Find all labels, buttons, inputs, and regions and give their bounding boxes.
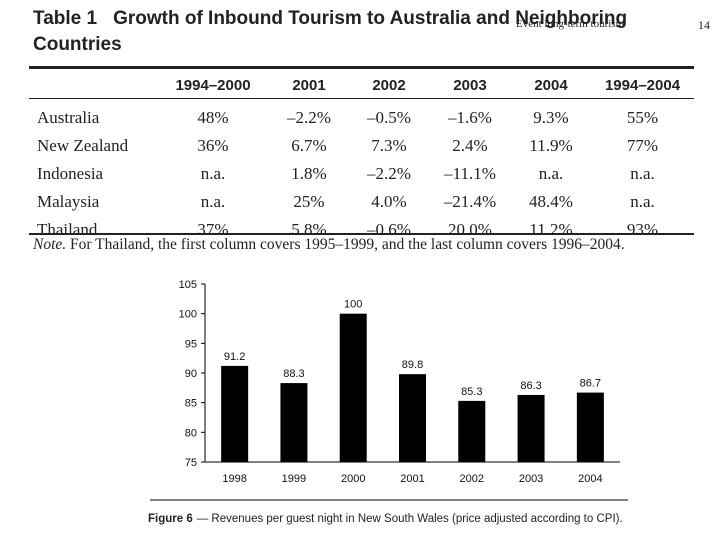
x-tick-label: 2003 — [519, 473, 543, 485]
table-cell: 48.4% — [529, 192, 573, 211]
x-tick-label: 1998 — [222, 473, 246, 485]
x-tick-label: 1999 — [282, 473, 306, 485]
x-tick-label: 2000 — [341, 473, 365, 485]
y-tick-label: 85 — [185, 398, 197, 410]
table-cell: –21.4% — [443, 192, 497, 211]
table-cell: 2.4% — [452, 136, 488, 155]
figure-label: Figure 6 — [148, 513, 193, 525]
table-cell: n.a. — [630, 192, 655, 211]
y-tick-label: 105 — [179, 279, 197, 291]
table-cell: 1.8% — [291, 164, 327, 183]
running-head: Event long-term tourism — [516, 18, 625, 30]
table-cell: 37% — [197, 220, 229, 239]
data-label: 91.2 — [224, 351, 245, 363]
column-header: 2004 — [534, 76, 568, 94]
table-cell: 36% — [197, 136, 229, 155]
table-cell: 11.2% — [529, 220, 573, 239]
table-cell: –11.1% — [444, 164, 496, 183]
column-header: 2002 — [372, 76, 406, 94]
column-header: 2001 — [292, 76, 326, 94]
table-cell: 20.0% — [448, 220, 492, 239]
data-label: 89.8 — [402, 359, 423, 371]
column-header: 1994–2004 — [604, 76, 681, 94]
table-cell: –2.2% — [367, 164, 411, 183]
country-cell: New Zealand — [37, 136, 129, 155]
country-cell: Malaysia — [37, 192, 100, 211]
bar — [576, 392, 604, 462]
x-tick-label: 2004 — [578, 473, 602, 485]
y-tick-label: 100 — [179, 309, 197, 321]
y-tick-label: 75 — [185, 457, 197, 469]
data-label: 86.7 — [580, 378, 601, 390]
table-note: Note. For Thailand, the first column cov… — [33, 236, 720, 254]
table-cell: 7.3% — [371, 136, 407, 155]
table-cell: –0.5% — [367, 108, 411, 127]
table-cell: 5.8% — [291, 220, 327, 239]
data-label: 86.3 — [520, 380, 541, 392]
country-cell: Thailand — [37, 220, 98, 239]
table-row: New Zealand 36% 6.7% 7.3% 2.4% 11.9% 77% — [29, 132, 694, 160]
table-cell: n.a. — [200, 164, 226, 183]
column-header: 1994–2000 — [175, 76, 251, 94]
page-number: 14 — [698, 18, 710, 32]
column-header: 2003 — [453, 76, 487, 94]
bar — [339, 313, 367, 462]
country-cell: Indonesia — [37, 164, 104, 183]
growth-table: 1994–2000 2001 2002 2003 2004 1994–2004 … — [29, 72, 694, 244]
y-tick-label: 90 — [185, 368, 197, 380]
bar — [221, 365, 249, 462]
table-cell: 48% — [197, 108, 229, 127]
revenue-bar-chart: 75 80 85 90 95 100 105 91.2 1998 88.3 1999 100 2000 8… — [150, 279, 628, 501]
column-header — [29, 72, 157, 98]
table-bottom-rule — [29, 233, 694, 235]
bar — [517, 394, 545, 462]
table-number: Table 1 — [33, 8, 98, 29]
country-cell: Australia — [37, 108, 100, 127]
x-tick-label: 2002 — [460, 473, 484, 485]
bar — [399, 374, 426, 462]
table-cell: 11.9% — [529, 136, 573, 155]
data-label: 85.3 — [461, 386, 482, 398]
data-label: 88.3 — [283, 368, 304, 380]
x-tick-label: 2001 — [400, 473, 424, 485]
y-tick-label: 80 — [185, 427, 197, 439]
figure-caption: Figure 6— Revenues per guest night in Ne… — [148, 513, 623, 525]
data-label: 100 — [344, 299, 362, 311]
table-row: Indonesia n.a. 1.8% –2.2% –11.1% n.a. n.… — [29, 160, 694, 188]
table-header-rule — [29, 98, 694, 99]
table-title: Table 1 Growth of Inbound Tourism to Aust… — [33, 6, 703, 58]
table-cell: n.a. — [200, 192, 226, 211]
table-top-rule — [29, 66, 694, 69]
y-tick-label: 95 — [185, 338, 197, 350]
bar — [280, 383, 308, 462]
table-cell: 9.3% — [533, 108, 569, 127]
table-cell: n.a. — [538, 164, 564, 183]
table-row: Malaysia n.a. 25% 4.0% –21.4% 48.4% n.a. — [29, 188, 694, 216]
table-title-text: Growth of Inbound Tourism to Australia a… — [33, 8, 628, 55]
bar — [458, 400, 486, 462]
table-row: Australia 48% –2.2% –0.5% –1.6% 9.3% 55% — [29, 104, 694, 132]
note-text: For Thailand, the first column covers 19… — [66, 236, 625, 253]
table-row: Thailand 37% 5.8% –0.6% 20.0% 11.2% 93% — [29, 216, 694, 244]
table-cell: 4.0% — [371, 192, 407, 211]
table-cell: 93% — [626, 220, 659, 239]
table-cell: –0.6% — [367, 220, 411, 239]
figure-caption-text: — Revenues per guest night in New South … — [196, 513, 623, 525]
table-header-row: 1994–2000 2001 2002 2003 2004 1994–2004 — [29, 72, 694, 98]
table-cell: n.a. — [630, 164, 655, 183]
table-cell: 6.7% — [291, 136, 327, 155]
table-cell: 77% — [626, 136, 659, 155]
note-lead: Note. — [33, 236, 67, 253]
table-cell: –1.6% — [448, 108, 492, 127]
table-cell: –2.2% — [287, 108, 331, 127]
table-cell: 25% — [293, 192, 325, 211]
table-cell: 55% — [626, 108, 659, 127]
